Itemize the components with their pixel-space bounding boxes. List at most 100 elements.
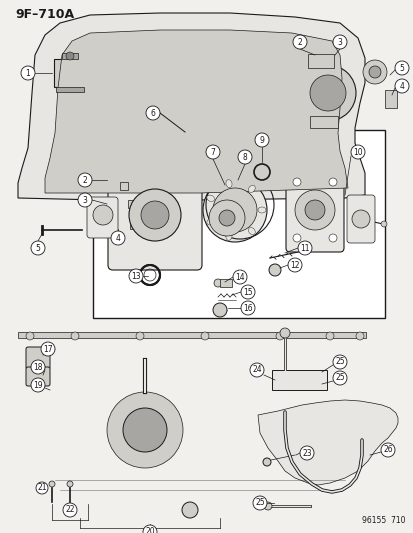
Ellipse shape [257,207,266,213]
Bar [18,332,365,338]
Circle shape [214,279,221,287]
Text: 25: 25 [254,498,264,507]
Circle shape [380,443,394,457]
Circle shape [332,35,346,49]
Circle shape [136,332,144,340]
Circle shape [21,66,35,80]
Text: 17: 17 [43,344,53,353]
Text: 10: 10 [352,148,362,157]
Text: 25: 25 [335,374,344,383]
Text: 11: 11 [299,244,309,253]
Circle shape [325,332,333,340]
Text: 20: 20 [145,528,154,533]
Bar [271,370,326,390]
Circle shape [63,503,77,517]
Circle shape [141,201,169,229]
Bar [120,182,128,190]
Polygon shape [18,13,364,200]
Circle shape [294,190,334,230]
Circle shape [240,301,254,315]
Text: 2: 2 [83,175,87,184]
Ellipse shape [206,195,214,201]
Text: 15: 15 [242,287,252,296]
Bar [219,279,231,287]
Circle shape [368,66,380,78]
FancyBboxPatch shape [87,197,118,238]
Circle shape [237,150,252,164]
Text: 18: 18 [33,362,43,372]
Circle shape [129,189,180,241]
Circle shape [332,355,346,369]
Circle shape [142,525,157,533]
Circle shape [26,332,34,340]
Circle shape [78,173,92,187]
Circle shape [292,178,300,186]
Circle shape [36,482,48,494]
Circle shape [275,332,283,340]
Circle shape [292,35,306,49]
Bar [62,53,78,59]
Circle shape [355,332,363,340]
Text: 3: 3 [82,196,87,205]
Text: 12: 12 [290,261,299,270]
Circle shape [328,234,336,242]
Circle shape [268,264,280,276]
Ellipse shape [206,219,214,225]
Bar [309,116,337,128]
FancyBboxPatch shape [26,347,50,369]
Text: 13: 13 [131,271,140,280]
Bar [384,90,396,108]
Circle shape [71,332,79,340]
Circle shape [31,360,45,374]
Circle shape [279,328,289,338]
Circle shape [123,408,166,452]
Circle shape [202,178,266,242]
Bar [307,54,333,68]
Circle shape [41,342,55,356]
Ellipse shape [248,185,255,192]
Text: 9: 9 [259,135,264,144]
Circle shape [254,133,268,147]
Text: 16: 16 [242,303,252,312]
Text: 6: 6 [150,109,155,117]
Circle shape [31,241,45,255]
Text: 21: 21 [37,483,47,492]
Circle shape [350,145,364,159]
Circle shape [67,481,73,487]
Text: 7: 7 [210,148,215,157]
Circle shape [146,106,159,120]
Circle shape [328,178,336,186]
Circle shape [93,205,113,225]
Bar [93,130,384,318]
Circle shape [201,332,209,340]
Circle shape [31,378,45,392]
Text: 4: 4 [399,82,404,91]
Circle shape [299,65,355,121]
Circle shape [240,285,254,299]
Circle shape [297,241,311,255]
Text: 25: 25 [335,358,344,367]
Text: 96155  710: 96155 710 [362,516,405,525]
Circle shape [249,363,263,377]
Circle shape [394,79,408,93]
Bar [54,59,86,87]
FancyBboxPatch shape [285,168,343,252]
Ellipse shape [248,228,255,235]
Bar [128,200,135,208]
Ellipse shape [225,180,232,188]
Circle shape [252,496,266,510]
Circle shape [218,210,235,226]
Circle shape [263,502,271,510]
Ellipse shape [225,232,232,240]
Circle shape [111,231,125,245]
Bar [56,87,84,92]
Circle shape [129,269,142,283]
Circle shape [212,303,226,317]
Text: 5: 5 [36,244,40,253]
Text: 26: 26 [382,446,392,455]
Bar [130,223,136,229]
Circle shape [182,502,197,518]
Circle shape [362,60,386,84]
Circle shape [351,210,369,228]
Text: 19: 19 [33,381,43,390]
